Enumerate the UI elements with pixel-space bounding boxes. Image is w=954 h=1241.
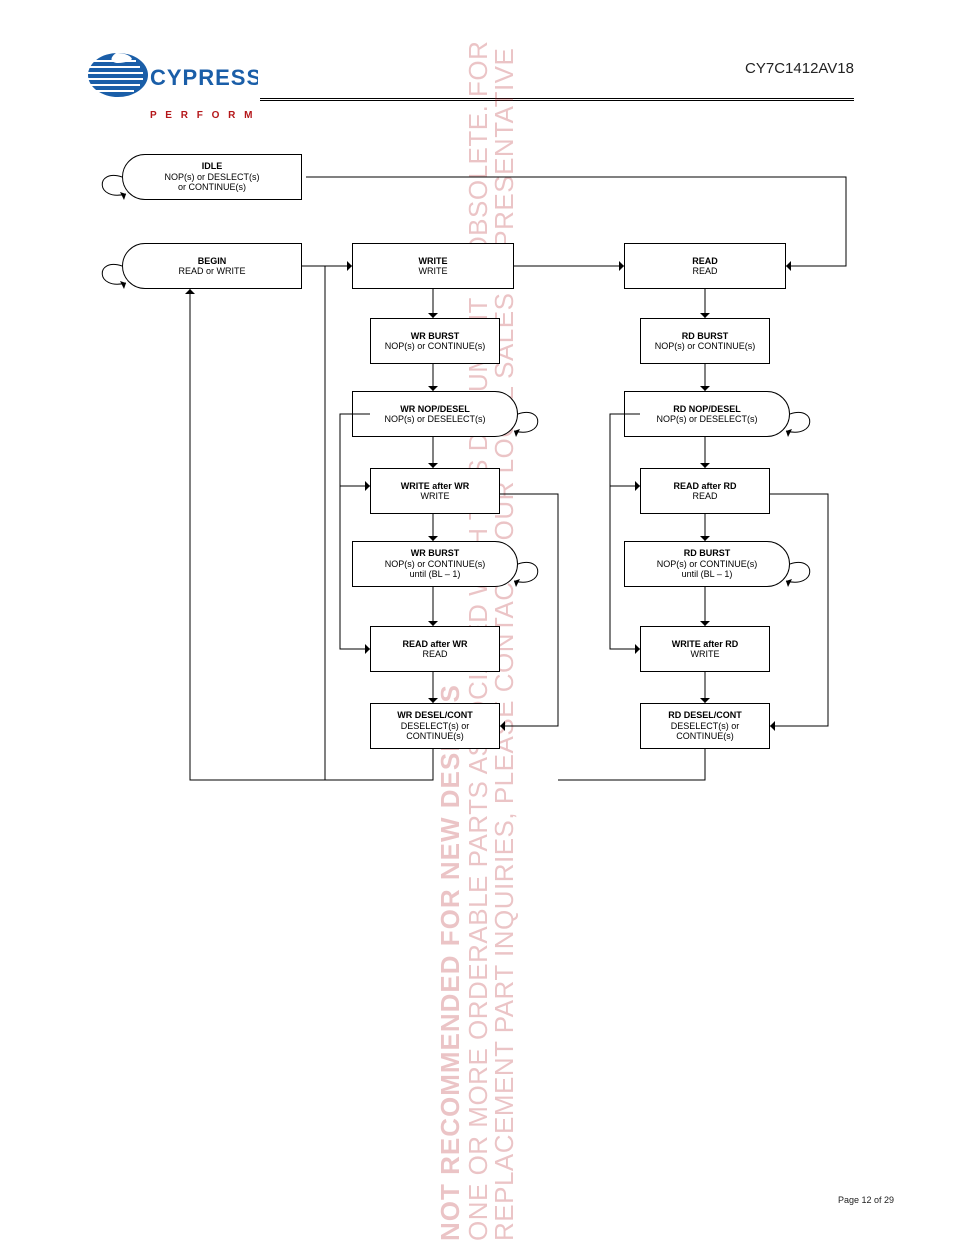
edge-arrow-20 — [786, 579, 792, 587]
flow-node-rdAfterWr: READ after WRREAD — [370, 626, 500, 672]
edge-arrow-18 — [514, 579, 520, 587]
edge-arrow-25 — [500, 721, 505, 731]
part-number: CY7C1412AV18 — [745, 60, 854, 77]
page-number: Page 12 of 29 — [838, 1195, 894, 1205]
flow-node-wrBurst2: WR BURSTNOP(s) or CONTINUE(s)until (BL –… — [352, 541, 518, 587]
edge-arrow-0 — [786, 261, 791, 271]
tagline: P E R F O R M — [150, 110, 256, 121]
flow-node-writeHdr: WRITEWRITE — [352, 243, 514, 289]
flow-node-wrAfterWr: WRITE after WRWRITE — [370, 468, 500, 514]
flow-node-wrNopDesel: WR NOP/DESELNOP(s) or DESELECT(s) — [352, 391, 518, 437]
edge-arrow-15 — [120, 192, 126, 200]
cypress-logo: CYPRESS — [88, 45, 258, 115]
flow-node-begin: BEGINREAD or WRITE — [122, 243, 302, 289]
flow-node-rdDeselCont: RD DESEL/CONTDESELECT(s) or CONTINUE(s) — [640, 703, 770, 749]
edge-arrow-27 — [185, 289, 195, 294]
flow-node-readHdr: READREAD — [624, 243, 786, 289]
flow-node-rdNopDesel: RD NOP/DESELNOP(s) or DESELECT(s) — [624, 391, 790, 437]
brand-text: CYPRESS — [150, 65, 258, 90]
edge-25 — [500, 494, 558, 726]
edge-arrow-19 — [786, 429, 792, 437]
header-rule — [260, 98, 854, 101]
flow-node-rdBurst: RD BURSTNOP(s) or CONTINUE(s) — [640, 318, 770, 364]
edge-arrow-16 — [120, 281, 126, 289]
flow-node-wrBurst: WR BURSTNOP(s) or CONTINUE(s) — [370, 318, 500, 364]
edge-21 — [340, 414, 370, 649]
edge-arrow-17 — [514, 429, 520, 437]
edge-23 — [610, 414, 640, 649]
flow-node-idle: IDLENOP(s) or DESLECT(s)or CONTINUE(s) — [122, 154, 302, 200]
flow-node-rdAfterRd: READ after RDREAD — [640, 468, 770, 514]
edge-26 — [770, 494, 828, 726]
flow-node-wrAfterRd: WRITE after RDWRITE — [640, 626, 770, 672]
edge-28 — [558, 749, 705, 780]
edge-arrow-26 — [770, 721, 775, 731]
flow-node-wrDeselCont: WR DESEL/CONTDESELECT(s) or CONTINUE(s) — [370, 703, 500, 749]
flow-node-rdBurst2: RD BURSTNOP(s) or CONTINUE(s)until (BL –… — [624, 541, 790, 587]
